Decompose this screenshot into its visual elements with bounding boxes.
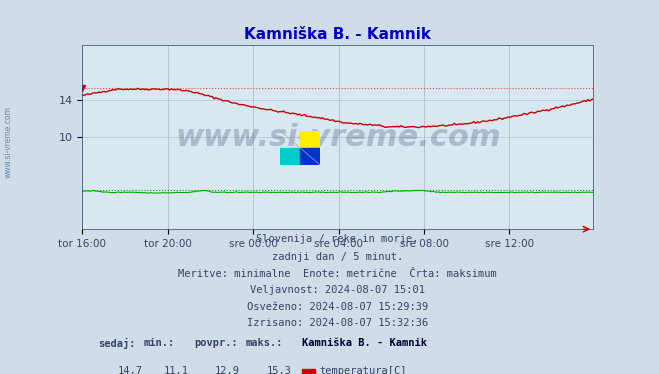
Bar [280, 148, 300, 165]
Text: Veljavnost: 2024-08-07 15:01: Veljavnost: 2024-08-07 15:01 [250, 285, 425, 295]
Bar [300, 131, 320, 148]
Text: temperatura[C]: temperatura[C] [320, 366, 407, 374]
Text: Slovenija / reke in morje.: Slovenija / reke in morje. [256, 234, 419, 244]
Text: 14,7: 14,7 [118, 366, 143, 374]
Text: Osveženo: 2024-08-07 15:29:39: Osveženo: 2024-08-07 15:29:39 [247, 302, 428, 312]
Text: www.si-vreme.com: www.si-vreme.com [175, 123, 501, 151]
Polygon shape [300, 148, 320, 165]
Text: 11,1: 11,1 [164, 366, 189, 374]
Text: povpr.:: povpr.: [195, 338, 239, 348]
Text: zadnji dan / 5 minut.: zadnji dan / 5 minut. [272, 252, 403, 262]
Title: Kamniška B. - Kamnik: Kamniška B. - Kamnik [244, 27, 431, 42]
Text: 15,3: 15,3 [266, 366, 291, 374]
Text: sedaj:: sedaj: [98, 338, 135, 349]
Text: Meritve: minimalne  Enote: metrične  Črta: maksimum: Meritve: minimalne Enote: metrične Črta:… [179, 269, 497, 279]
Text: maks.:: maks.: [246, 338, 283, 348]
Text: 12,9: 12,9 [215, 366, 240, 374]
Text: min.:: min.: [144, 338, 175, 348]
Bar [302, 369, 315, 374]
Text: www.si-vreme.com: www.si-vreme.com [3, 106, 13, 178]
Text: Izrisano: 2024-08-07 15:32:36: Izrisano: 2024-08-07 15:32:36 [247, 318, 428, 328]
Text: Kamniška B. - Kamnik: Kamniška B. - Kamnik [302, 338, 427, 348]
